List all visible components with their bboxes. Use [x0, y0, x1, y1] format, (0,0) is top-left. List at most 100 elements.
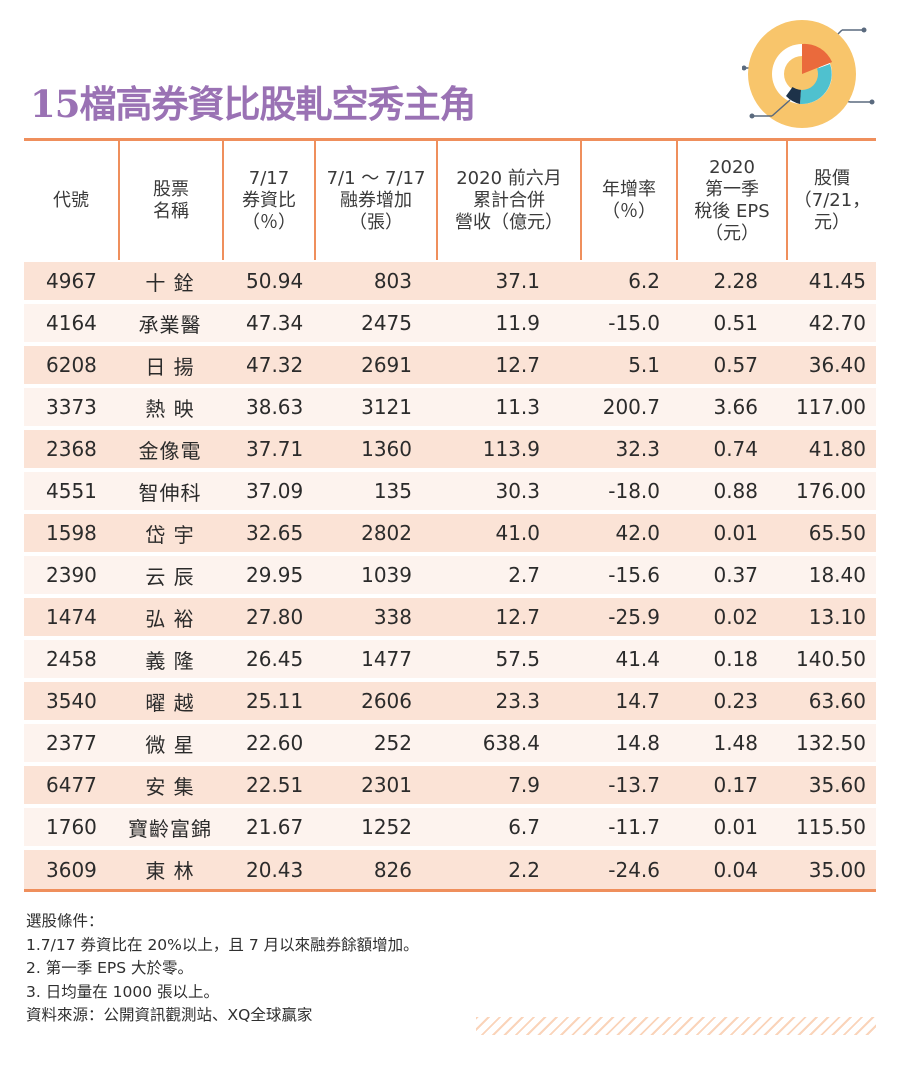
- cell-code: 2377: [46, 731, 97, 755]
- cell-name: 曜 越: [145, 690, 195, 715]
- cell-revenue: 12.7: [495, 353, 540, 377]
- cell-code: 6477: [46, 773, 97, 797]
- table-body: 4967 十 銓 50.94 803 37.1 6.2 2.28 41.45 4164 承業醫 47…: [24, 262, 876, 892]
- cell-name: 義 隆: [145, 648, 195, 673]
- cell-name: 承業醫: [138, 312, 202, 337]
- cell-price: 42.70: [808, 311, 866, 335]
- cell-code: 4967: [46, 269, 97, 293]
- cell-price: 13.10: [808, 605, 866, 629]
- cell-eps: 0.01: [713, 815, 758, 839]
- table-row: 1474 弘 裕 27.80 338 12.7 -25.9 0.02 13.10: [24, 598, 876, 636]
- hatch-decoration: [476, 1017, 876, 1035]
- cell-short-increase: 135: [373, 479, 412, 503]
- cell-ratio: 27.80: [246, 605, 304, 629]
- stock-table: 代號 股票 名稱 7/17 券資比 （％） 7/1 ～ 7/17 融券增加 （張…: [24, 138, 876, 892]
- cell-code: 4164: [46, 311, 97, 335]
- cell-short-increase: 2802: [361, 521, 412, 545]
- cell-short-increase: 2691: [361, 353, 412, 377]
- cell-code: 6208: [46, 353, 97, 377]
- cell-name: 寶齡富錦: [128, 816, 212, 841]
- note-item: 3. 日均量在 1000 張以上。: [26, 982, 220, 1001]
- cell-yoy: -11.7: [608, 815, 660, 839]
- cell-short-increase: 3121: [361, 395, 412, 419]
- cell-revenue: 11.9: [495, 311, 540, 335]
- note-item: 1.7/17 券資比在 20%以上，且 7 月以來融券餘額增加。: [26, 935, 419, 954]
- cell-name: 十 銓: [145, 270, 195, 295]
- cell-name: 微 星: [145, 732, 195, 757]
- cell-name: 云 辰: [145, 564, 195, 589]
- cell-short-increase: 252: [373, 731, 412, 755]
- cell-revenue: 638.4: [482, 731, 540, 755]
- cell-price: 176.00: [796, 479, 866, 503]
- cell-short-increase: 826: [373, 857, 412, 882]
- cell-revenue: 7.9: [508, 773, 540, 797]
- cell-code: 1760: [46, 815, 97, 839]
- header-short-margin-ratio: 7/17 券資比 （％）: [222, 141, 314, 260]
- cell-short-increase: 2606: [361, 689, 412, 713]
- cell-eps: 0.57: [713, 353, 758, 377]
- table-row: 4967 十 銓 50.94 803 37.1 6.2 2.28 41.45: [24, 262, 876, 300]
- header-code: 代號: [53, 189, 89, 211]
- header-short-increase: 7/1 ～ 7/17 融券增加 （張）: [314, 141, 436, 260]
- cell-revenue: 113.9: [482, 437, 540, 461]
- cell-yoy: 42.0: [615, 521, 660, 545]
- cell-eps: 0.17: [713, 773, 758, 797]
- header-yoy: 年增率 （％）: [580, 141, 676, 260]
- cell-yoy: -13.7: [608, 773, 660, 797]
- cell-yoy: 6.2: [628, 269, 660, 293]
- table-row: 4551 智伸科 37.09 135 30.3 -18.0 0.88 176.00: [24, 472, 876, 510]
- cell-short-increase: 803: [373, 269, 412, 293]
- cell-revenue: 2.7: [508, 563, 540, 587]
- table-row: 3373 熱 映 38.63 3121 11.3 200.7 3.66 117.00: [24, 388, 876, 426]
- cell-revenue: 11.3: [495, 395, 540, 419]
- cell-ratio: 29.95: [246, 563, 304, 587]
- cell-eps: 2.28: [713, 269, 758, 293]
- cell-code: 2458: [46, 647, 97, 671]
- cell-code: 2368: [46, 437, 97, 461]
- cell-short-increase: 1039: [361, 563, 412, 587]
- table-row: 2458 義 隆 26.45 1477 57.5 41.4 0.18 140.50: [24, 640, 876, 678]
- cell-price: 132.50: [796, 731, 866, 755]
- cell-yoy: -15.6: [608, 563, 660, 587]
- table-row: 3609 東 林 20.43 826 2.2 -24.6 0.04 35.00: [24, 850, 876, 892]
- table-row: 1760 寶齡富錦 21.67 1252 6.7 -11.7 0.01 115.50: [24, 808, 876, 846]
- cell-code: 1598: [46, 521, 97, 545]
- cell-revenue: 41.0: [495, 521, 540, 545]
- cell-revenue: 23.3: [495, 689, 540, 713]
- cell-price: 35.60: [808, 773, 866, 797]
- cell-ratio: 47.34: [246, 311, 304, 335]
- cell-eps: 0.23: [713, 689, 758, 713]
- cell-ratio: 22.60: [246, 731, 304, 755]
- cell-ratio: 21.67: [246, 815, 304, 839]
- cell-short-increase: 1360: [361, 437, 412, 461]
- cell-yoy: 200.7: [602, 395, 660, 419]
- cell-ratio: 50.94: [246, 269, 304, 293]
- table-row: 1598 岱 宇 32.65 2802 41.0 42.0 0.01 65.50: [24, 514, 876, 552]
- cell-yoy: 32.3: [615, 437, 660, 461]
- cell-yoy: 14.7: [615, 689, 660, 713]
- cell-short-increase: 1252: [361, 815, 412, 839]
- table-row: 6208 日 揚 47.32 2691 12.7 5.1 0.57 36.40: [24, 346, 876, 384]
- cell-code: 4551: [46, 479, 97, 503]
- cell-yoy: -18.0: [608, 479, 660, 503]
- cell-yoy: 5.1: [628, 353, 660, 377]
- cell-price: 65.50: [808, 521, 866, 545]
- cell-ratio: 37.71: [246, 437, 304, 461]
- cell-price: 115.50: [796, 815, 866, 839]
- cell-name: 智伸科: [138, 480, 202, 505]
- cell-name: 日 揚: [145, 354, 195, 379]
- cell-ratio: 25.11: [246, 689, 304, 713]
- table-row: 2377 微 星 22.60 252 638.4 14.8 1.48 132.50: [24, 724, 876, 762]
- cell-name: 安 集: [145, 774, 195, 799]
- cell-price: 35.00: [808, 857, 866, 882]
- table-row: 4164 承業醫 47.34 2475 11.9 -15.0 0.51 42.70: [24, 304, 876, 342]
- cell-price: 63.60: [808, 689, 866, 713]
- source-note: 資料來源：公開資訊觀測站、XQ全球贏家: [26, 1006, 313, 1024]
- cell-code: 3609: [46, 857, 97, 882]
- table-row: 6477 安 集 22.51 2301 7.9 -13.7 0.17 35.60: [24, 766, 876, 804]
- cell-revenue: 30.3: [495, 479, 540, 503]
- cell-eps: 0.02: [713, 605, 758, 629]
- cell-revenue: 57.5: [495, 647, 540, 671]
- donut-chart-icon: [742, 20, 875, 128]
- cell-ratio: 32.65: [246, 521, 304, 545]
